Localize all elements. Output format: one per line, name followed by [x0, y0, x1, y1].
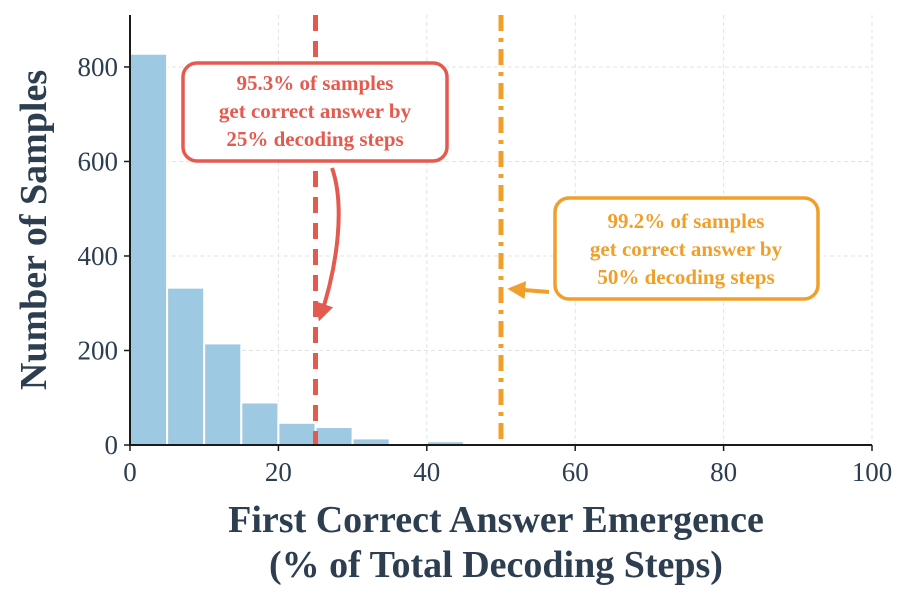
- x-tick-label: 40: [413, 457, 440, 487]
- annotation-50-box: [553, 196, 820, 301]
- histogram-bar: [277, 421, 317, 446]
- annotations-layer: 95.3% of samples get correct answer by 25%…: [181, 61, 820, 322]
- annotation-50-text: 99.2% of samples: [608, 209, 765, 233]
- histogram-bar: [129, 52, 169, 446]
- x-tick-label: 20: [265, 457, 292, 487]
- axis-titles-layer: First Correct Answer Emergence(% of Tota…: [13, 70, 764, 586]
- x-tick-label: 100: [852, 457, 893, 487]
- annotation-25-box: [181, 61, 449, 163]
- y-tick-label: 800: [78, 52, 119, 82]
- histogram-bar: [166, 286, 206, 446]
- y-tick-label: 200: [78, 335, 119, 365]
- reference-lines-layer: [313, 15, 504, 445]
- y-tick-label: 0: [105, 430, 119, 460]
- x-tick-label: 0: [123, 457, 137, 487]
- histogram-bar: [314, 426, 354, 446]
- annotation-25-text: get correct answer by: [219, 99, 412, 123]
- x-axis-title-line-1: First Correct Answer Emergence: [228, 499, 764, 541]
- annotation-50-arrow: [507, 281, 550, 300]
- bars-layer: [129, 52, 874, 447]
- annotation-50-text: get correct answer by: [590, 237, 783, 261]
- axes-layer: [124, 15, 873, 451]
- annotation-25-text: 95.3% of samples: [237, 71, 394, 95]
- tick-labels-layer: 0 20 40 60 80 100 0 200 400 600 800: [78, 52, 893, 487]
- histogram-bar: [203, 342, 243, 446]
- y-tick-label: 400: [78, 241, 119, 271]
- annotation-25-text: 25% decoding steps: [226, 127, 403, 151]
- histogram-bar: [240, 401, 280, 447]
- x-axis-title-line-2: (% of Total Decoding Steps): [269, 544, 723, 586]
- y-axis-title: Number of Samples: [13, 70, 55, 390]
- x-tick-label: 80: [710, 457, 737, 487]
- annotation-25-arrow: [316, 167, 341, 322]
- y-tick-label: 600: [78, 146, 119, 176]
- annotation-50-text: 50% decoding steps: [597, 265, 774, 289]
- x-tick-label: 60: [562, 457, 589, 487]
